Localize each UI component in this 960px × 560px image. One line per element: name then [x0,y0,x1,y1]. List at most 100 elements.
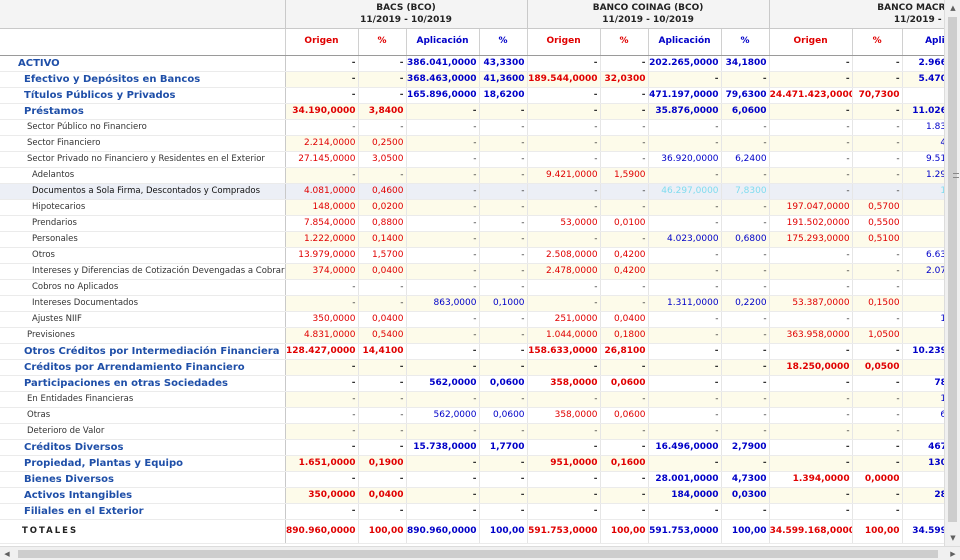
table-cell: - [769,183,853,200]
column-header[interactable]: % [600,28,649,56]
table-row[interactable]: Sector Público no Financiero - - - - - - - - - -1.… [0,119,960,136]
row-label: Filiales en el Exterior [0,503,286,520]
table-cell: - [600,231,649,248]
row-label: Documentos a Sola Firma, Descontados y C… [0,183,286,200]
table-row[interactable]: Títulos Públicos y Privados - -165.896,000… [0,87,960,104]
table-cell: - [406,103,480,120]
table-row[interactable]: Sector Privado no Financiero y Residente… [0,151,960,168]
table-row[interactable]: Créditos Diversos - -15.738,0000 1,7700- -16… [0,439,960,456]
table-row[interactable]: Efectivo y Depósitos en Bancos - -368.463,… [0,71,960,88]
table-row[interactable]: Activos Intangibles 350,0000 0,0400- - - -184… [0,487,960,504]
table-cell: - [600,199,649,216]
column-header[interactable]: % [358,28,407,56]
scroll-up-icon[interactable]: ▲ [950,4,956,12]
table-cell: - [406,455,480,472]
row-label: Préstamos [0,103,286,120]
table-row[interactable]: Créditos por Arrendamiento Financiero - - -… [0,359,960,376]
table-cell: 0,0400 [600,311,649,328]
table-cell: - [358,375,407,392]
table-cell: - [479,247,528,264]
table-cell: 7,8300 [721,183,770,200]
table-row[interactable]: Previsiones 4.831,0000 0,5400- -1.044,0000 0… [0,327,960,344]
table-row[interactable]: Cobros no Aplicados----------- [0,279,960,296]
row-label: Adelantos [0,167,286,184]
horizontal-scrollbar[interactable]: ◀ ▶ [0,546,960,560]
table-row[interactable]: Sector Financiero 2.214,0000 0,2500- - - - - - -… [0,135,960,152]
table-row[interactable]: Hipotecarios 148,0000 0,0200- - - - - -197.047,… [0,199,960,216]
table-cell: - [852,375,903,392]
table-cell: 1.222,0000 [285,231,359,248]
scroll-left-icon[interactable]: ◀ [4,550,10,558]
scrollbar-thumb[interactable] [18,550,938,558]
table-row[interactable]: Documentos a Sola Firma, Descontados y C… [0,183,960,200]
table-cell: - [721,135,770,152]
table-cell: - [721,423,770,440]
column-header[interactable]: Aplicación [648,28,722,56]
table-row[interactable]: Otros Créditos por Intermediación Financ… [0,343,960,360]
row-label: ACTIVO [0,55,286,72]
scroll-right-icon[interactable]: ▶ [950,550,956,558]
table-cell: 191.502,0000 [769,215,853,232]
table-row[interactable]: Personales 1.222,0000 0,1400- - - -4.023,0000… [0,231,960,248]
bank-header-macro[interactable]: BANCO MACRO (BCO) 11/2019 - 10/2019 [769,0,960,29]
table-row[interactable]: Propiedad, Plantas y Equipo 1.651,0000 0,1… [0,455,960,472]
scrollbar-thumb[interactable] [948,17,959,522]
table-cell: 34.599.168,0000 [769,518,853,544]
bank-name: BACS (BCO) [376,2,436,13]
table-cell: - [285,407,359,424]
table-row[interactable]: Participaciones en otras Sociedades - -562… [0,375,960,392]
table-cell: - [600,487,649,504]
table-row[interactable]: ACTIVO - -386.041,0000 43,3300- -202.265,000… [0,55,960,72]
column-header[interactable]: Origen [527,28,601,56]
totals-row[interactable]: TOTALES 890.960,0000 100,00 890.960,0000 100… [0,518,960,544]
table-row[interactable]: Adelantos - - - -9.421,0000 1,5900- - - -1.290.5… [0,167,960,184]
table-cell: - [358,87,407,104]
table-row[interactable]: Intereses Documentados - -863,0000 0,1000- -… [0,295,960,312]
row-label: Deterioro de Valor [0,423,286,440]
table-cell: - [648,167,722,184]
table-row[interactable]: Otros 13.979,0000 1,5700- -2.508,0000 0,4200… [0,247,960,264]
table-cell: 189.544,0000 [527,71,601,88]
table-row[interactable]: Bienes Diversos - - - - - -28.001,0000 4,7300 1.… [0,471,960,488]
table-row[interactable]: Otras--562,00000,0600358,00000,0600----6… [0,407,960,424]
column-header[interactable]: Aplicación [406,28,480,56]
column-header[interactable]: % [721,28,770,56]
column-header[interactable]: Origen [285,28,359,56]
bank-header-row: BACS (BCO) 11/2019 - 10/2019 BANCO COINA… [0,0,960,29]
table-cell: 18,6200 [479,87,528,104]
scroll-down-icon[interactable]: ▼ [950,534,956,542]
bank-header-coinag[interactable]: BANCO COINAG (BCO) 11/2019 - 10/2019 [527,0,770,29]
table-cell: - [852,503,903,520]
table-cell: - [721,343,770,360]
row-label: Sector Financiero [0,135,286,152]
table-cell: 184,0000 [648,487,722,504]
table-cell: - [721,311,770,328]
table-row[interactable]: Filiales en el Exterior----------- [0,503,960,520]
table-cell: - [479,455,528,472]
column-header[interactable]: Origen [769,28,853,56]
table-cell: - [769,503,853,520]
table-row[interactable]: Prendarios 7.854,0000 0,8800- -53,0000 0,010… [0,215,960,232]
table-cell: - [358,503,407,520]
column-header[interactable]: % [852,28,903,56]
table-cell: - [406,423,480,440]
table-row[interactable]: Ajustes NIIF 350,0000 0,0400- -251,0000 0,04… [0,311,960,328]
row-label: Hipotecarios [0,199,286,216]
bank-name: BANCO MACRO (BCO) [877,2,960,13]
table-cell: 0,1000 [479,295,528,312]
row-label: Sector Público no Financiero [0,119,286,136]
table-cell: - [600,55,649,72]
column-header[interactable]: % [479,28,528,56]
bank-header-bacs[interactable]: BACS (BCO) 11/2019 - 10/2019 [285,0,528,29]
table-cell: 3,0500 [358,151,407,168]
table-cell: 0,1600 [600,455,649,472]
table-row[interactable]: En Entidades Financieras----------15.000… [0,391,960,408]
vertical-scrollbar[interactable]: ▲ ▼ [944,0,960,546]
table-row[interactable]: Intereses y Diferencias de Cotización De… [0,263,960,280]
table-cell: - [648,503,722,520]
table-cell: - [721,391,770,408]
table-cell: - [406,279,480,296]
table-row[interactable]: Préstamos 34.190,0000 3,8400- - - -35.876,000… [0,103,960,120]
table-row[interactable]: Deterioro de Valor----------- [0,423,960,440]
row-label: Prendarios [0,215,286,232]
